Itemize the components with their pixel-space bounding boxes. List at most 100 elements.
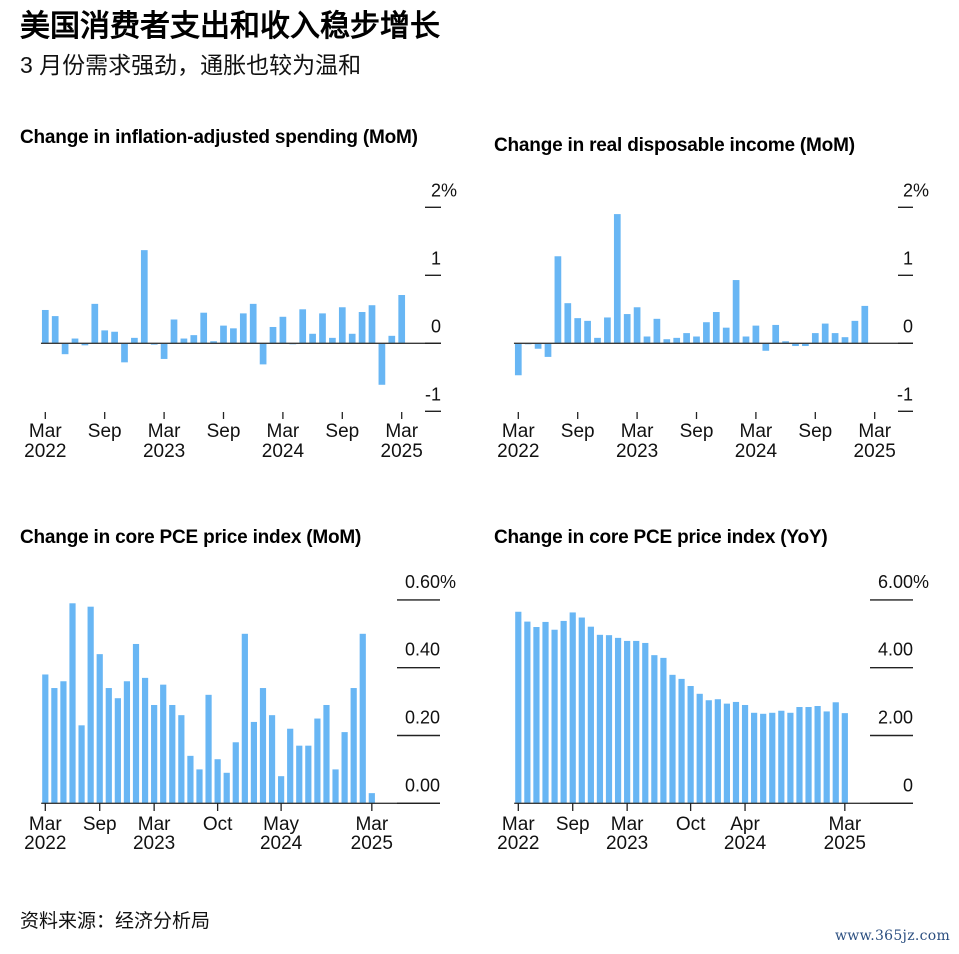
bar (524, 621, 531, 804)
bar (564, 303, 572, 344)
source-note: 资料来源：经济分析局 (20, 911, 211, 932)
bar (802, 343, 809, 347)
bar (190, 335, 198, 344)
bar (772, 324, 780, 344)
bar (170, 319, 178, 344)
bar (287, 728, 294, 804)
bar (722, 327, 730, 344)
bar (651, 655, 658, 804)
bar (160, 343, 168, 359)
bar (323, 704, 330, 804)
x-tick-label-month: May (263, 814, 299, 835)
bar (805, 707, 812, 804)
bar (296, 745, 303, 804)
bar (51, 316, 59, 344)
bar (160, 684, 167, 804)
bar (278, 776, 285, 804)
bar (105, 688, 112, 804)
x-tick-label-month: Sep (88, 421, 122, 442)
bar (180, 338, 188, 344)
bar (624, 640, 631, 804)
bar (762, 343, 770, 351)
bar (554, 256, 562, 344)
bar (821, 323, 829, 344)
bar (741, 704, 749, 804)
bar (60, 681, 67, 804)
bar (569, 612, 576, 804)
bar (358, 312, 366, 344)
x-tick-label-month: Oct (676, 814, 706, 835)
x-tick-label-year: 2023 (606, 833, 648, 854)
x-tick-label-month: Sep (561, 421, 595, 442)
bar (673, 337, 681, 344)
bar (732, 701, 740, 804)
bar (132, 643, 140, 804)
x-tick-label-year: 2022 (24, 833, 66, 854)
x-tick-label-month: Sep (83, 814, 117, 835)
bar (594, 337, 601, 344)
bar (378, 343, 386, 385)
bar (515, 611, 522, 804)
bar (309, 333, 316, 344)
bar (814, 706, 821, 804)
y-tick-label: 4.00 (878, 640, 913, 660)
bar (696, 693, 703, 804)
y-tick-label: 0 (431, 316, 441, 336)
bars-spending (41, 250, 406, 385)
bar (574, 318, 582, 344)
bar (269, 326, 277, 344)
bar (241, 633, 248, 804)
bar (760, 713, 767, 804)
bar (314, 718, 321, 804)
bar (605, 635, 613, 804)
y-unit-label: % (913, 572, 929, 592)
bar (348, 333, 356, 344)
y-tick-label: 0.20 (405, 708, 440, 728)
x-tick-label-year: 2025 (351, 833, 393, 854)
x-tick-label-month: Mar (29, 814, 62, 835)
bar (705, 700, 712, 804)
x-tick-label-month: Mar (611, 814, 644, 835)
x-tick-label-month: Mar (267, 421, 300, 442)
bar (514, 343, 522, 376)
bar (841, 337, 849, 344)
y-tick-label: 0 (903, 316, 913, 336)
bar (663, 339, 671, 344)
bar (81, 343, 89, 346)
bar (187, 755, 194, 804)
bar (769, 712, 776, 804)
bar (796, 707, 803, 804)
bar (678, 678, 685, 804)
bar (96, 654, 103, 804)
bar (69, 603, 76, 804)
bar (196, 769, 203, 804)
y-tick-label: 2 (431, 180, 441, 200)
bars-core-pce-mom (42, 603, 375, 804)
bar (831, 333, 839, 344)
bar (752, 325, 760, 344)
chart-title-core-pce-yoy: Change in core PCE price index (YoY) (494, 527, 828, 548)
x-tick-label-year: 2024 (724, 833, 767, 854)
y-tick-label: -1 (897, 384, 913, 404)
x-tick-label-year: 2022 (24, 441, 66, 462)
bar (111, 331, 118, 344)
bar (551, 629, 558, 804)
bar (861, 305, 869, 344)
bar (61, 343, 69, 355)
bar (851, 320, 859, 344)
bar (368, 793, 375, 804)
x-tick-label-month: Apr (730, 814, 760, 835)
bar (823, 711, 830, 804)
y-tick-label: 1 (903, 248, 913, 268)
y-unit-label: % (913, 180, 929, 200)
y-tick-label: 6.00 (878, 572, 913, 592)
x-tick-label-month: Sep (556, 814, 590, 835)
bar (91, 303, 99, 344)
x-tick-label-year: 2024 (735, 441, 778, 462)
x-tick-label-year: 2024 (262, 441, 305, 462)
bar (669, 674, 676, 804)
bar (200, 312, 208, 344)
